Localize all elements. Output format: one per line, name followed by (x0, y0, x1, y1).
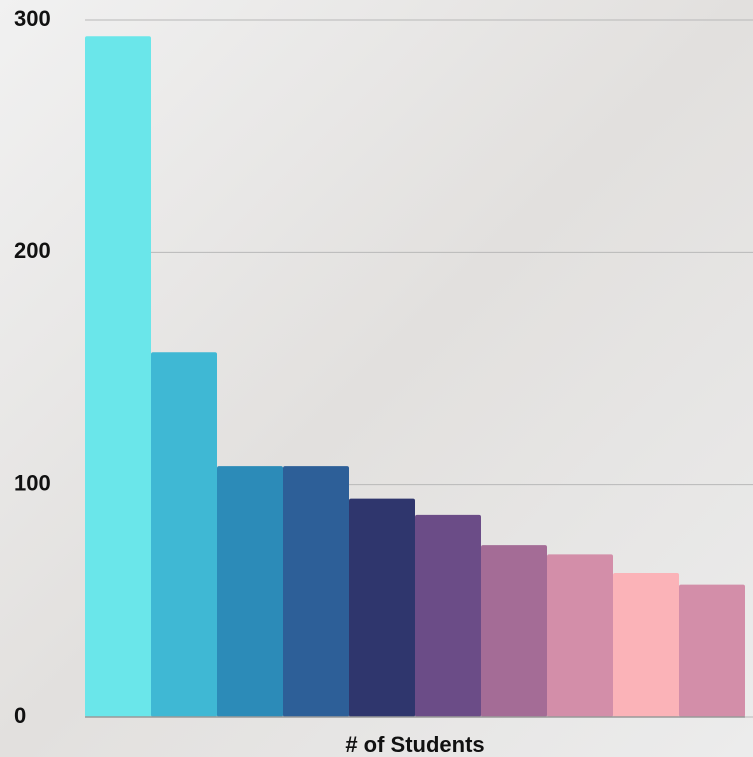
bar (349, 498, 415, 717)
bar (85, 36, 151, 718)
bar (613, 572, 679, 717)
bar (679, 584, 745, 717)
x-axis-label: # of Students (345, 732, 484, 757)
bar (415, 514, 481, 717)
y-tick-label: 100 (14, 470, 51, 495)
bar (217, 466, 283, 717)
bar (547, 554, 613, 717)
y-tick-label: 0 (14, 703, 26, 728)
y-tick-label: 200 (14, 238, 51, 263)
y-tick-label: 300 (14, 6, 51, 31)
bar (283, 466, 349, 717)
bar (151, 352, 217, 717)
bar (481, 545, 547, 717)
